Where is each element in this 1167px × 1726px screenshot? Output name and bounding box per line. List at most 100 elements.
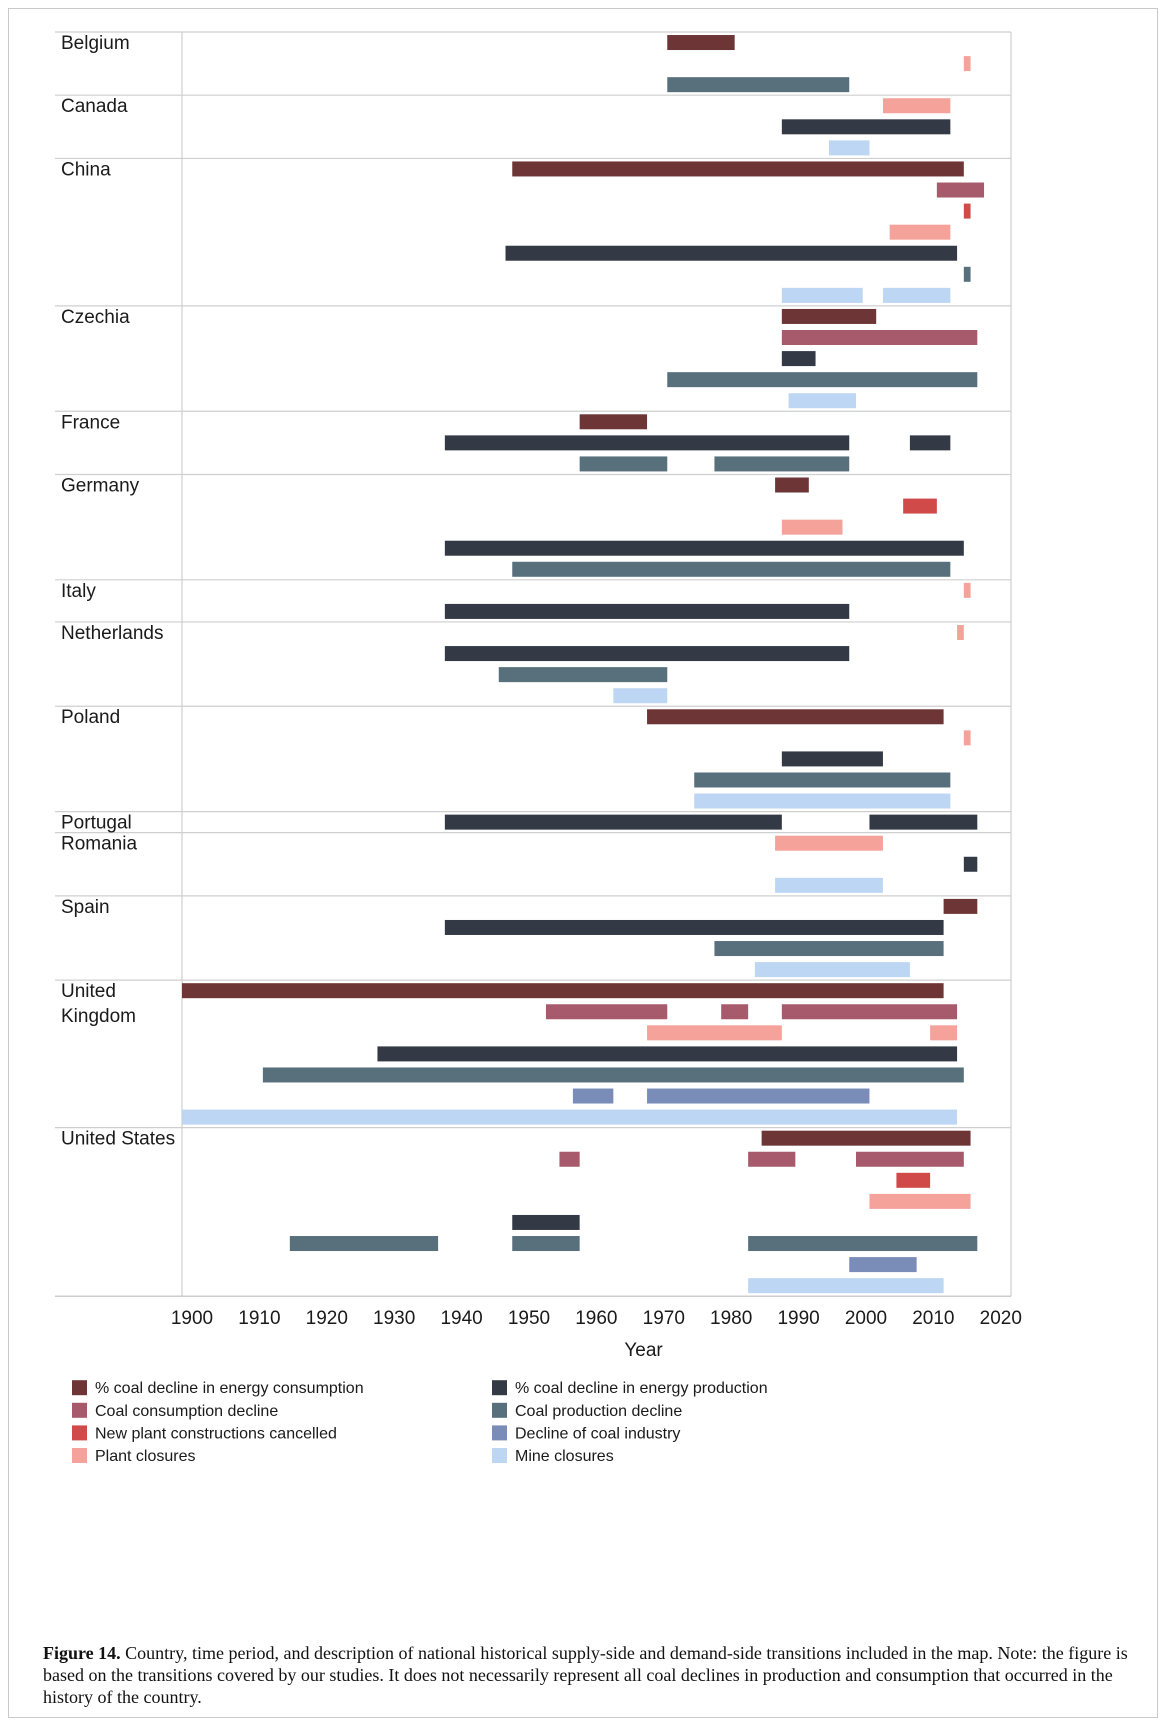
country-label: Portugal bbox=[61, 813, 132, 834]
bar-cancelled bbox=[896, 1172, 931, 1188]
x-tick-label: 1960 bbox=[575, 1308, 617, 1329]
country-label: China bbox=[61, 159, 111, 180]
legend-swatch-pct-production bbox=[492, 1380, 507, 1396]
country-labels: Belgium Canada China Czechia France Germany It… bbox=[61, 33, 175, 1150]
bar-plant-closures bbox=[869, 1193, 971, 1209]
legend-label-industry: Decline of coal industry bbox=[515, 1425, 680, 1442]
country-label: United States bbox=[61, 1129, 175, 1150]
bar-production bbox=[694, 772, 951, 788]
bar-production bbox=[498, 667, 668, 683]
bar-pct-production bbox=[444, 435, 850, 451]
bar-production bbox=[579, 456, 668, 472]
bar-pct-production bbox=[781, 751, 883, 767]
bar-plant-closures bbox=[930, 1025, 958, 1041]
bar-plant-closures bbox=[781, 519, 843, 535]
x-tick-label: 1990 bbox=[777, 1308, 819, 1329]
legend-label-plant-closures: Plant closures bbox=[95, 1448, 196, 1465]
country-label: Belgium bbox=[61, 33, 130, 54]
bar-pct-production bbox=[444, 646, 850, 662]
legend-swatch-consumption bbox=[72, 1402, 87, 1418]
bar-mine-closures bbox=[613, 688, 668, 704]
bar-pct-consumption bbox=[182, 983, 944, 999]
figure-frame: Belgium Canada China Czechia France Germany It… bbox=[8, 8, 1158, 1718]
bar-pct-production bbox=[444, 540, 964, 556]
country-label: Germany bbox=[61, 475, 140, 496]
bar-plant-closures bbox=[957, 624, 964, 640]
bar-cancelled bbox=[963, 203, 971, 219]
bar-production bbox=[512, 561, 951, 577]
bar-plant-closures bbox=[882, 98, 951, 114]
legend-label-production: Coal production decline bbox=[515, 1403, 682, 1420]
legend-label-mine-closures: Mine closures bbox=[515, 1448, 614, 1465]
bar-pct-consumption bbox=[579, 414, 648, 430]
country-label: United Kingdom bbox=[61, 981, 136, 1027]
x-tick-label: 2000 bbox=[845, 1308, 887, 1329]
bar-pct-consumption bbox=[512, 161, 964, 177]
x-tick-label: 2010 bbox=[912, 1308, 954, 1329]
x-tick-label: 1930 bbox=[373, 1308, 415, 1329]
bar-plant-closures bbox=[889, 224, 951, 240]
bar-mine-closures bbox=[781, 287, 863, 303]
bar-pct-consumption bbox=[667, 35, 735, 51]
legend-swatch-plant-closures bbox=[72, 1448, 87, 1463]
bar-mine-closures bbox=[775, 877, 883, 893]
legend-swatch-mine-closures bbox=[492, 1448, 507, 1463]
bar-consumption bbox=[781, 1004, 958, 1020]
caption-label: Figure 14. bbox=[43, 1643, 121, 1663]
bar-consumption bbox=[721, 1004, 749, 1020]
bar-pct-production bbox=[444, 919, 944, 935]
bar-pct-production bbox=[444, 603, 850, 619]
bar-industry bbox=[849, 1257, 917, 1273]
bar-mine-closures bbox=[748, 1278, 944, 1294]
bar-pct-consumption bbox=[781, 308, 877, 324]
x-tick-label: 1980 bbox=[710, 1308, 752, 1329]
plot-grid bbox=[55, 31, 1012, 1297]
bar-consumption bbox=[545, 1004, 668, 1020]
gantt-chart: Belgium Canada China Czechia France Germany It… bbox=[55, 31, 1022, 1465]
legend-label-consumption: Coal consumption decline bbox=[95, 1403, 278, 1420]
bar-pct-production bbox=[781, 119, 951, 135]
legend-swatch-pct-consumption bbox=[72, 1380, 87, 1396]
x-axis-title: Year bbox=[624, 1340, 663, 1361]
country-label: Netherlands bbox=[61, 623, 163, 644]
bar-consumption bbox=[855, 1151, 964, 1167]
country-label: Romania bbox=[61, 834, 137, 855]
bar-plant-closures bbox=[963, 582, 971, 598]
bar-production bbox=[714, 941, 944, 957]
x-tick-label: 1970 bbox=[643, 1308, 685, 1329]
x-tick-label: 1920 bbox=[306, 1308, 348, 1329]
x-tick-label: 2020 bbox=[980, 1308, 1022, 1329]
bar-plant-closures bbox=[963, 56, 971, 72]
bar-cancelled bbox=[903, 498, 937, 514]
country-label: Poland bbox=[61, 707, 120, 728]
x-tick-label: 1950 bbox=[508, 1308, 550, 1329]
x-tick-label: 1940 bbox=[440, 1308, 482, 1329]
legend-label-pct-production: % coal decline in energy production bbox=[515, 1380, 768, 1397]
country-label: Czechia bbox=[61, 307, 130, 328]
legend-label-pct-consumption: % coal decline in energy consumption bbox=[95, 1380, 364, 1397]
x-tick-label: 1900 bbox=[171, 1308, 213, 1329]
bar-pct-consumption bbox=[775, 477, 809, 493]
bar-consumption bbox=[936, 182, 985, 198]
bar-industry bbox=[572, 1088, 614, 1104]
legend-label-cancelled: New plant constructions cancelled bbox=[95, 1425, 337, 1442]
bar-plant-closures bbox=[647, 1025, 782, 1041]
bar-production bbox=[714, 456, 850, 472]
bar-pct-production bbox=[444, 814, 782, 830]
figure-caption: Figure 14. Country, time period, and des… bbox=[43, 1642, 1138, 1708]
bar-consumption bbox=[781, 330, 978, 346]
bar-plant-closures bbox=[963, 730, 971, 746]
caption-text: Country, time period, and description of… bbox=[43, 1643, 1128, 1707]
bar-consumption bbox=[559, 1151, 580, 1167]
bar-production bbox=[667, 372, 978, 388]
bar-pct-consumption bbox=[647, 709, 944, 725]
bar-consumption bbox=[748, 1151, 796, 1167]
bar-mine-closures bbox=[754, 962, 910, 978]
bar-mine-closures bbox=[182, 1109, 958, 1125]
country-label: Italy bbox=[61, 581, 96, 602]
x-axis-ticks: 1900 1910 1920 1930 1940 1950 1960 1970 1980 1990… bbox=[171, 1308, 1022, 1329]
bar-pct-production bbox=[377, 1046, 958, 1062]
country-label: France bbox=[61, 412, 120, 433]
bar-pct-consumption bbox=[761, 1130, 971, 1146]
bar-pct-production bbox=[512, 1214, 580, 1230]
